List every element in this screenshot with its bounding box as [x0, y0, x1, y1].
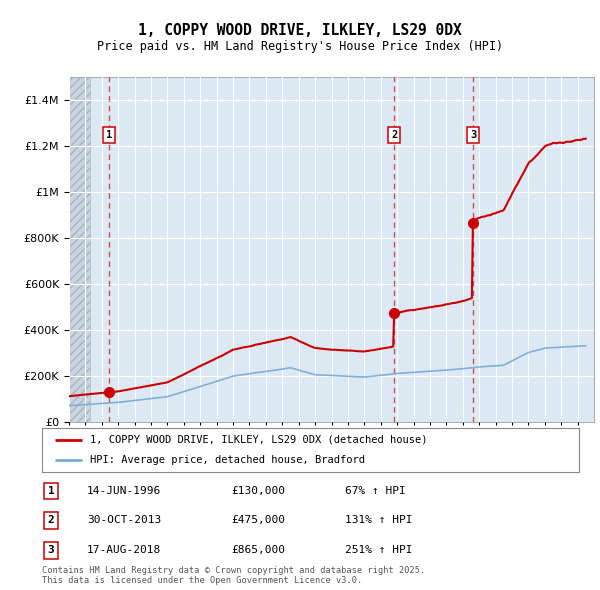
Text: 1, COPPY WOOD DRIVE, ILKLEY, LS29 0DX (detached house): 1, COPPY WOOD DRIVE, ILKLEY, LS29 0DX (d…	[91, 435, 428, 445]
Text: 14-JUN-1996: 14-JUN-1996	[87, 486, 161, 496]
Text: 2: 2	[391, 130, 397, 140]
Text: 251% ↑ HPI: 251% ↑ HPI	[345, 546, 413, 555]
Text: Contains HM Land Registry data © Crown copyright and database right 2025.
This d: Contains HM Land Registry data © Crown c…	[42, 566, 425, 585]
Text: 67% ↑ HPI: 67% ↑ HPI	[345, 486, 406, 496]
Text: 1: 1	[47, 486, 55, 496]
Text: £475,000: £475,000	[231, 516, 285, 525]
Text: 3: 3	[470, 130, 476, 140]
Text: 3: 3	[47, 546, 55, 555]
Text: Price paid vs. HM Land Registry's House Price Index (HPI): Price paid vs. HM Land Registry's House …	[97, 40, 503, 53]
Text: 131% ↑ HPI: 131% ↑ HPI	[345, 516, 413, 525]
Text: 1, COPPY WOOD DRIVE, ILKLEY, LS29 0DX: 1, COPPY WOOD DRIVE, ILKLEY, LS29 0DX	[138, 24, 462, 38]
Text: 2: 2	[47, 516, 55, 525]
Text: £130,000: £130,000	[231, 486, 285, 496]
Text: HPI: Average price, detached house, Bradford: HPI: Average price, detached house, Brad…	[91, 455, 365, 465]
Text: 17-AUG-2018: 17-AUG-2018	[87, 546, 161, 555]
Text: £865,000: £865,000	[231, 546, 285, 555]
Text: 1: 1	[106, 130, 112, 140]
Text: 30-OCT-2013: 30-OCT-2013	[87, 516, 161, 525]
